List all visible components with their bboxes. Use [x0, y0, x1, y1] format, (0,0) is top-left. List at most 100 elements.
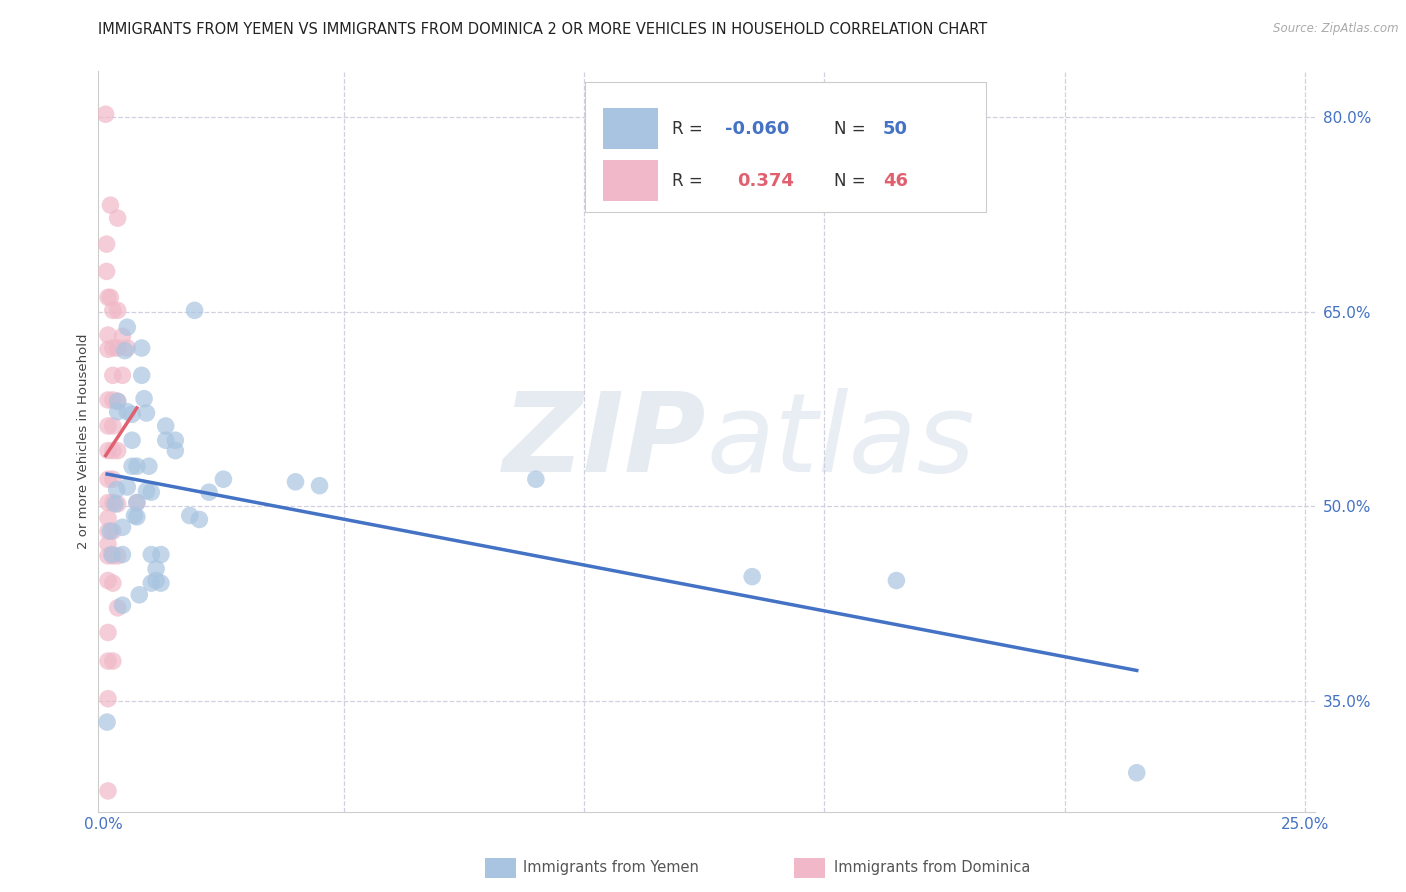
- Point: [165, 434, 187, 448]
- Point: [284, 475, 307, 489]
- Point: [107, 394, 129, 409]
- Point: [97, 524, 120, 538]
- Point: [107, 211, 129, 226]
- Point: [107, 600, 129, 615]
- Point: [111, 548, 134, 562]
- Point: [101, 368, 124, 383]
- Point: [97, 343, 120, 357]
- Point: [97, 691, 120, 706]
- Point: [101, 576, 124, 591]
- Point: [100, 290, 122, 304]
- Point: [100, 524, 122, 538]
- Point: [101, 495, 124, 509]
- Bar: [603, 161, 658, 201]
- Point: [97, 549, 120, 563]
- Point: [97, 290, 120, 304]
- Text: ZIP: ZIP: [503, 388, 707, 495]
- FancyBboxPatch shape: [585, 82, 986, 212]
- Point: [107, 341, 129, 355]
- Point: [96, 264, 118, 278]
- Point: [111, 329, 134, 343]
- Point: [101, 472, 124, 486]
- Point: [101, 549, 124, 563]
- Text: Immigrants from Yemen: Immigrants from Yemen: [523, 861, 699, 875]
- Point: [104, 497, 127, 511]
- Point: [97, 511, 120, 525]
- Point: [741, 569, 763, 583]
- Point: [97, 472, 120, 486]
- Point: [886, 574, 908, 588]
- Point: [198, 485, 221, 500]
- Point: [141, 576, 163, 591]
- Point: [125, 509, 148, 524]
- Point: [155, 419, 177, 434]
- Text: N =: N =: [834, 171, 872, 190]
- Point: [131, 368, 153, 383]
- Text: R =: R =: [672, 120, 709, 137]
- Point: [132, 392, 155, 406]
- Point: [94, 107, 117, 121]
- Point: [107, 405, 129, 419]
- Text: R =: R =: [672, 171, 714, 190]
- Point: [101, 303, 124, 318]
- Point: [145, 562, 167, 576]
- Point: [101, 392, 124, 407]
- Text: 46: 46: [883, 171, 908, 190]
- Point: [138, 459, 160, 474]
- Point: [141, 485, 163, 500]
- Point: [117, 480, 139, 494]
- Point: [1125, 765, 1147, 780]
- Point: [97, 784, 120, 798]
- Point: [101, 341, 124, 355]
- Point: [131, 341, 153, 355]
- Point: [183, 303, 205, 318]
- Point: [105, 483, 128, 497]
- Point: [117, 405, 139, 419]
- Point: [117, 320, 139, 334]
- Point: [145, 574, 167, 588]
- Text: IMMIGRANTS FROM YEMEN VS IMMIGRANTS FROM DOMINICA 2 OR MORE VEHICLES IN HOUSEHOL: IMMIGRANTS FROM YEMEN VS IMMIGRANTS FROM…: [98, 22, 987, 37]
- Point: [125, 459, 148, 474]
- Text: atlas: atlas: [707, 388, 976, 495]
- Point: [101, 419, 124, 434]
- Point: [111, 520, 134, 534]
- Point: [155, 434, 177, 448]
- Point: [114, 343, 136, 358]
- Point: [179, 508, 201, 523]
- Y-axis label: 2 or more Vehicles in Household: 2 or more Vehicles in Household: [77, 334, 90, 549]
- Point: [125, 495, 148, 509]
- Point: [96, 715, 118, 730]
- Text: 50: 50: [883, 120, 908, 137]
- Point: [128, 588, 150, 602]
- Text: -0.060: -0.060: [724, 120, 789, 137]
- Text: Immigrants from Dominica: Immigrants from Dominica: [834, 861, 1031, 875]
- Point: [188, 512, 211, 526]
- Point: [107, 549, 129, 563]
- Point: [107, 394, 129, 409]
- Point: [97, 392, 120, 407]
- Point: [101, 524, 124, 538]
- Bar: [603, 108, 658, 149]
- Point: [125, 495, 148, 509]
- Point: [97, 328, 120, 343]
- Point: [121, 434, 143, 448]
- Point: [111, 598, 134, 612]
- Point: [135, 406, 157, 420]
- Point: [212, 472, 235, 486]
- Point: [101, 654, 124, 668]
- Point: [308, 479, 330, 493]
- Point: [97, 625, 120, 640]
- Text: N =: N =: [834, 120, 872, 137]
- Point: [100, 198, 122, 212]
- Point: [101, 443, 124, 458]
- Text: Source: ZipAtlas.com: Source: ZipAtlas.com: [1274, 22, 1399, 36]
- Point: [524, 472, 547, 486]
- Point: [121, 407, 143, 421]
- Point: [101, 548, 124, 562]
- Point: [97, 419, 120, 434]
- Point: [149, 576, 172, 591]
- Point: [97, 537, 120, 551]
- Point: [149, 548, 172, 562]
- Point: [96, 237, 118, 252]
- Point: [97, 654, 120, 668]
